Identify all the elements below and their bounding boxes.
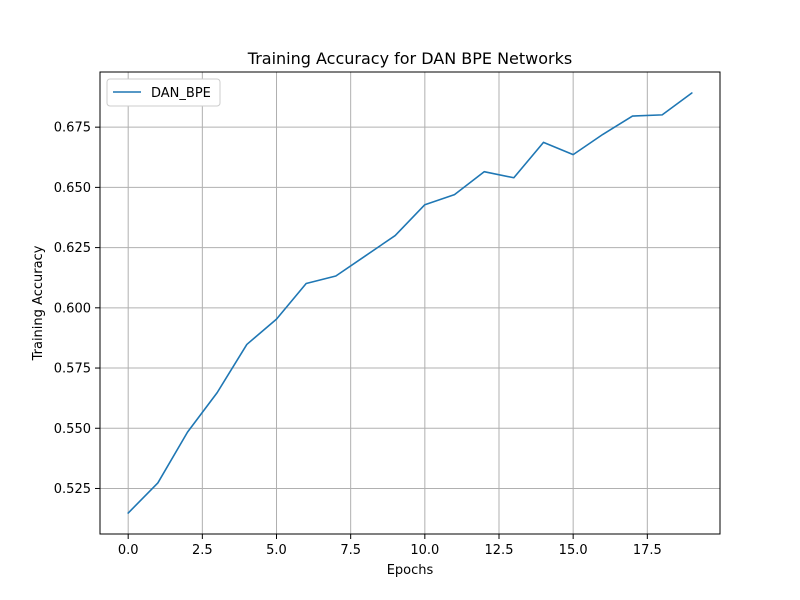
legend: DAN_BPE (106, 78, 221, 107)
y-tick-label: 0.650 (54, 181, 91, 196)
series-layer (127, 92, 693, 514)
legend-box (106, 78, 221, 107)
y-tick-label: 0.600 (54, 301, 91, 316)
chart-title: Training Accuracy for DAN BPE Networks (247, 49, 572, 68)
x-tick-label: 5.0 (266, 543, 287, 558)
y-axis-label: Training Accuracy (31, 245, 46, 361)
axes-frame (99, 71, 721, 535)
ticks: 0.0 2.5 5.0 7.5 10.0 12.5 15.0 17.5 0.525 0.550 0.… (54, 121, 662, 558)
y-tick-label: 0.575 (54, 362, 91, 377)
x-tick-label: 0.0 (118, 543, 139, 558)
x-tick-label: 12.5 (485, 543, 514, 558)
x-axis-label: Epochs (387, 563, 434, 578)
x-tick-label: 15.0 (559, 543, 588, 558)
series-line-dan-bpe (127, 92, 693, 514)
grid (100, 72, 720, 534)
y-tick-label: 0.550 (54, 422, 91, 437)
x-tick-label: 7.5 (340, 543, 361, 558)
legend-label-dan-bpe: DAN_BPE (151, 86, 211, 101)
x-tick-label: 2.5 (192, 543, 213, 558)
y-tick-label: 0.625 (54, 241, 91, 256)
x-tick-label: 17.5 (633, 543, 662, 558)
y-tick-label: 0.525 (54, 482, 91, 497)
x-tick-label: 10.0 (410, 543, 439, 558)
y-tick-label: 0.675 (54, 121, 91, 136)
